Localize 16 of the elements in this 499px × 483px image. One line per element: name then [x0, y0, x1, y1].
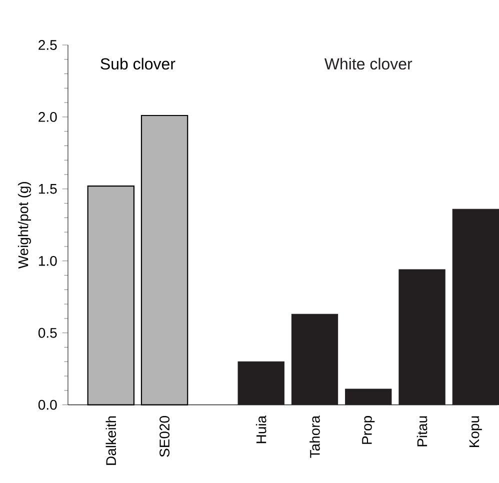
x-tick-label: SE020 [160, 416, 170, 457]
text: White clover [324, 58, 412, 70]
y-tick-label: 0.5 [38, 328, 57, 338]
x-tick-label: Pitau [416, 416, 428, 446]
x-tick-label: Dalkeith [106, 416, 116, 465]
y-axis-title: Weight/pot (g) [18, 182, 31, 269]
x-tick-label: Prop [362, 416, 375, 444]
y-tick-label: 1.0 [38, 256, 57, 266]
text: Sub clover [100, 58, 176, 70]
x-tick-label: Huia [256, 416, 266, 444]
y-tick-label: 2.0 [38, 112, 57, 122]
y-tick-label: 2.5 [38, 40, 57, 50]
x-tick-label: Kopu [469, 416, 482, 448]
x-tick-label: Tahora [310, 416, 320, 458]
y-tick-label: 0.0 [38, 400, 57, 410]
y-tick-label: 1.5 [38, 184, 57, 194]
